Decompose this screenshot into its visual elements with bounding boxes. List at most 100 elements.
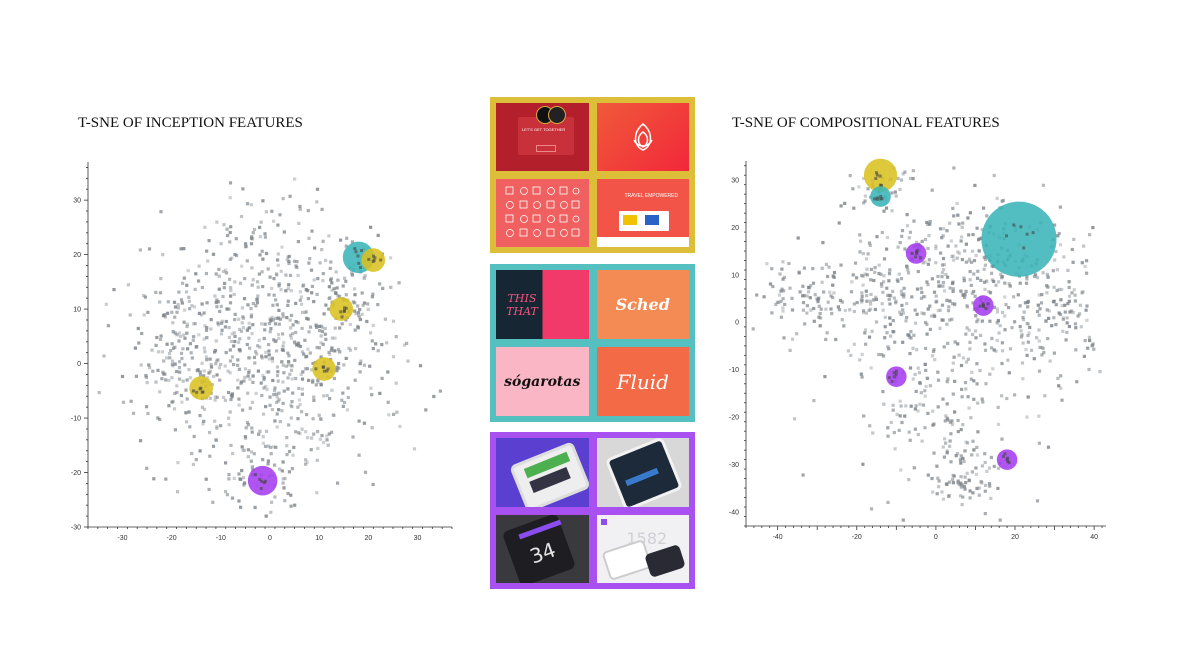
scatter-point: [276, 399, 280, 403]
scatter-point: [936, 378, 941, 382]
scatter-point: [867, 308, 871, 312]
scatter-point: [880, 230, 884, 235]
scatter-point: [869, 267, 873, 271]
scatter-point: [1063, 310, 1067, 314]
scatter-point: [202, 346, 206, 350]
scatter-point: [366, 302, 370, 306]
scatter-point: [817, 304, 821, 308]
scatter-point: [1062, 255, 1066, 259]
scatter-point: [162, 359, 166, 363]
scatter-point: [932, 348, 936, 352]
scatter-point: [1003, 281, 1007, 285]
scatter-point: [394, 335, 398, 339]
scatter-point: [1046, 275, 1050, 279]
scatter-point: [305, 460, 309, 464]
scatter-point: [294, 376, 298, 381]
scatter-point: [894, 194, 898, 198]
scatter-point: [191, 462, 195, 467]
scatter-point: [287, 363, 291, 367]
scatter-point: [960, 457, 964, 461]
scatter-point: [188, 307, 192, 311]
scatter-point: [354, 312, 358, 316]
scatter-point: [288, 372, 292, 376]
scatter-point: [206, 376, 210, 380]
scatter-point: [332, 376, 336, 381]
scatter-point: [245, 259, 249, 263]
scatter-point: [778, 272, 782, 276]
scatter-point: [134, 374, 138, 378]
scatter-point: [1055, 288, 1059, 293]
scatter-point: [192, 434, 196, 439]
scatter-point: [779, 315, 783, 319]
scatter-point: [268, 317, 272, 321]
scatter-point: [283, 499, 287, 503]
collage-tile-travel-title: TRAVEL EMPOWERED: [624, 193, 679, 199]
scatter-point: [280, 409, 284, 413]
scatter-point: [190, 304, 194, 308]
scatter-point: [204, 355, 208, 359]
scatter-point: [357, 315, 361, 319]
y-tick-label: -30: [729, 462, 739, 469]
collage-tile-event-title: LET'S GET TOGETHER: [522, 127, 566, 132]
scatter-point: [960, 483, 964, 487]
scatter-point: [207, 239, 211, 243]
scatter-point: [133, 346, 137, 350]
scatter-point: [925, 220, 929, 225]
scatter-point: [319, 334, 323, 338]
highlight-cluster-yellow: [329, 297, 354, 321]
scatter-point: [227, 307, 231, 311]
scatter-point: [251, 302, 255, 306]
scatter-point: [188, 342, 192, 346]
scatter-point: [915, 249, 919, 253]
scatter-point: [277, 397, 281, 401]
scatter-point: [225, 307, 229, 311]
scatter-point: [193, 322, 197, 326]
scatter-point: [866, 252, 870, 256]
scatter-point: [258, 345, 262, 349]
scatter-point: [874, 295, 878, 299]
scatter-point: [249, 450, 254, 454]
scatter-point: [770, 311, 774, 315]
scatter-point: [362, 363, 366, 367]
scatter-point: [203, 324, 207, 328]
scatter-point: [341, 391, 345, 395]
scatter-point: [237, 403, 241, 407]
scatter-point: [150, 348, 154, 352]
scatter-point: [782, 275, 786, 279]
scatter-point: [276, 263, 280, 267]
scatter-point: [251, 323, 255, 327]
scatter-point: [392, 412, 396, 416]
scatter-point: [351, 435, 355, 439]
scatter-point: [274, 445, 278, 449]
scatter-point: [936, 274, 940, 279]
scatter-point: [320, 329, 325, 334]
flower-logo-icon: [633, 123, 653, 151]
scatter-point: [863, 199, 867, 203]
scatter-point: [755, 293, 759, 297]
scatter-point: [317, 324, 322, 328]
collage-tile-this-that: THIS THAT: [496, 270, 589, 339]
scatter-point: [289, 416, 293, 420]
scatter-point: [240, 445, 244, 449]
scatter-point: [316, 430, 320, 434]
scatter-point: [232, 292, 236, 297]
scatter-point: [994, 349, 998, 353]
scatter-point: [941, 234, 945, 238]
scatter-point: [330, 336, 334, 340]
scatter-point: [873, 197, 876, 201]
scatter-point: [807, 286, 811, 290]
scatter-point: [276, 379, 280, 383]
scatter-point: [247, 356, 251, 360]
scatter-point: [291, 323, 295, 327]
highlight-cluster-yellow: [312, 357, 336, 381]
scatter-point: [391, 319, 396, 323]
scatter-point: [952, 355, 956, 359]
scatter-point: [1025, 232, 1029, 236]
scatter-point: [976, 401, 980, 405]
scatter-point: [888, 322, 892, 326]
scatter-point: [1050, 324, 1054, 328]
scatter-point: [959, 454, 963, 458]
scatter-point: [225, 493, 229, 497]
scatter-point: [337, 366, 341, 370]
